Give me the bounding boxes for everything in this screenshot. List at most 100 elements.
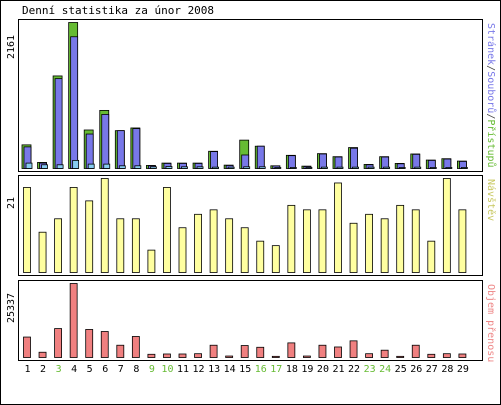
bar-top-Stránek-day-11 [181,166,188,169]
bar-bottom-Objem přenosu-day-10 [163,353,171,358]
bar-bottom-Objem přenosu-day-13 [209,344,218,358]
chart-title: Denní statistika za únor 2008 [22,4,214,17]
bar-middle-Návštěv-day-27 [427,240,436,273]
bar-bottom-Objem přenosu-day-16 [256,346,265,358]
bar-middle-Návštěv-day-12 [194,213,202,273]
bar-top-Souborů-day-18 [287,155,296,169]
bar-bottom-Objem přenosu-day-8 [131,336,140,358]
legend-part-top-0: Stránek [485,23,497,65]
legend-middle: Návštěv [485,179,497,221]
bar-top-Stránek-day-5 [87,163,95,169]
bar-middle-Návštěv-day-26 [411,209,420,273]
bar-middle-Návštěv-day-2 [38,231,47,273]
legend-part-bottom-0: Objem přenosu [485,284,497,362]
day-label-20: 20 [317,364,329,375]
bar-top-Souborů-day-4 [70,36,79,169]
bar-top-Stránek-day-8 [134,165,142,169]
day-label-4: 4 [71,364,77,375]
day-label-26: 26 [410,364,422,375]
bar-middle-Návštěv-day-7 [116,218,125,273]
day-label-7: 7 [118,364,124,375]
day-label-18: 18 [286,364,298,375]
day-label-11: 11 [177,364,189,375]
bar-middle-Návštěv-day-24 [380,218,389,273]
day-label-21: 21 [332,364,344,375]
bar-top-Souborů-day-13 [210,151,219,169]
legend-part-top-2: Souborů [485,71,497,113]
bar-bottom-Objem přenosu-day-18 [287,342,296,358]
bar-bottom-Objem přenosu-day-2 [38,351,47,358]
bar-middle-Návštěv-day-11 [178,227,187,273]
day-label-25: 25 [395,364,407,375]
bar-bottom-Objem přenosu-day-12 [194,353,202,358]
bar-top-Souborů-day-3 [54,78,63,169]
bar-bottom-Objem přenosu-day-5 [85,329,94,358]
bar-top-Stránek-day-9 [149,166,157,169]
day-label-22: 22 [348,364,360,375]
bar-bottom-Objem přenosu-day-26 [411,344,420,358]
bar-middle-Návštěv-day-17 [271,245,280,273]
day-label-3: 3 [56,364,62,375]
bar-middle-Návštěv-day-29 [458,209,467,273]
bar-bottom-Objem přenosu-day-1 [23,336,31,358]
bar-top-Stránek-day-7 [118,165,126,169]
day-label-1: 1 [24,364,30,375]
bar-bottom-Objem přenosu-day-25 [396,355,405,358]
bar-top-Stránek-day-13 [212,166,220,169]
bar-middle-Návštěv-day-1 [23,187,31,273]
day-label-6: 6 [102,364,108,375]
bar-top-Stránek-day-25 [398,167,406,169]
bar-middle-Návštěv-day-28 [442,178,451,273]
bar-bottom-Objem přenosu-day-28 [442,353,451,358]
bar-top-Souborů-day-8 [132,128,141,169]
day-label-12: 12 [193,364,205,375]
bar-bottom-Objem přenosu-day-15 [240,345,249,358]
bar-middle-Návštěv-day-14 [225,218,234,273]
legend-top: Stránek/Souborů/Přístupů [485,23,497,168]
bar-top-Souborů-day-20 [319,153,327,169]
bar-middle-Návštěv-day-23 [365,213,374,273]
bar-top-Stránek-day-29 [460,167,468,169]
day-label-17: 17 [270,364,282,375]
legend-part-top-1: / [485,65,496,71]
day-label-10: 10 [161,364,173,375]
bar-bottom-Objem přenosu-day-11 [178,353,187,358]
panel-frame-middle [18,175,483,276]
bar-middle-Návštěv-day-13 [209,209,218,273]
panel-frame-top [18,19,483,172]
day-label-15: 15 [239,364,251,375]
bar-middle-Návštěv-day-5 [85,200,94,273]
bar-top-Souborů-day-26 [412,153,421,169]
legend-part-top-4: Přístupů [485,119,497,167]
bar-bottom-Objem přenosu-day-23 [365,353,374,358]
bar-bottom-Objem přenosu-day-14 [225,355,234,358]
bar-bottom-Objem přenosu-day-29 [458,353,467,358]
bar-top-Stránek-day-17 [274,167,282,169]
bar-middle-Návštěv-day-4 [69,187,78,273]
bar-top-Souborů-day-5 [85,133,94,169]
bar-bottom-Objem přenosu-day-20 [318,344,327,358]
bar-top-Stránek-day-16 [258,166,266,169]
bar-middle-Návštěv-day-6 [100,178,109,273]
bar-bottom-Objem přenosu-day-4 [69,283,78,358]
bar-middle-Návštěv-day-9 [147,249,156,273]
bar-middle-Návštěv-day-22 [349,222,358,273]
bar-bottom-Objem přenosu-day-3 [54,328,62,358]
bar-bottom-Objem přenosu-day-21 [334,346,342,358]
bar-top-Souborů-day-22 [350,147,358,169]
day-label-23: 23 [364,364,376,375]
bar-middle-Návštěv-day-25 [396,204,405,273]
day-label-29: 29 [457,364,469,375]
bar-middle-Návštěv-day-8 [131,218,140,273]
ymax-label-top: 2161 [6,35,17,59]
bar-top-Souborů-day-16 [256,145,265,169]
day-label-24: 24 [379,364,391,375]
legend-part-middle-0: Návštěv [485,179,497,221]
bar-bottom-Objem přenosu-day-19 [302,355,311,358]
bar-top-Stránek-day-1 [25,162,33,169]
bar-top-Stránek-day-21 [336,166,344,169]
bar-top-Souborů-day-28 [443,158,452,169]
bar-top-Stránek-day-10 [165,166,173,169]
bar-top-Stránek-day-4 [72,159,80,169]
